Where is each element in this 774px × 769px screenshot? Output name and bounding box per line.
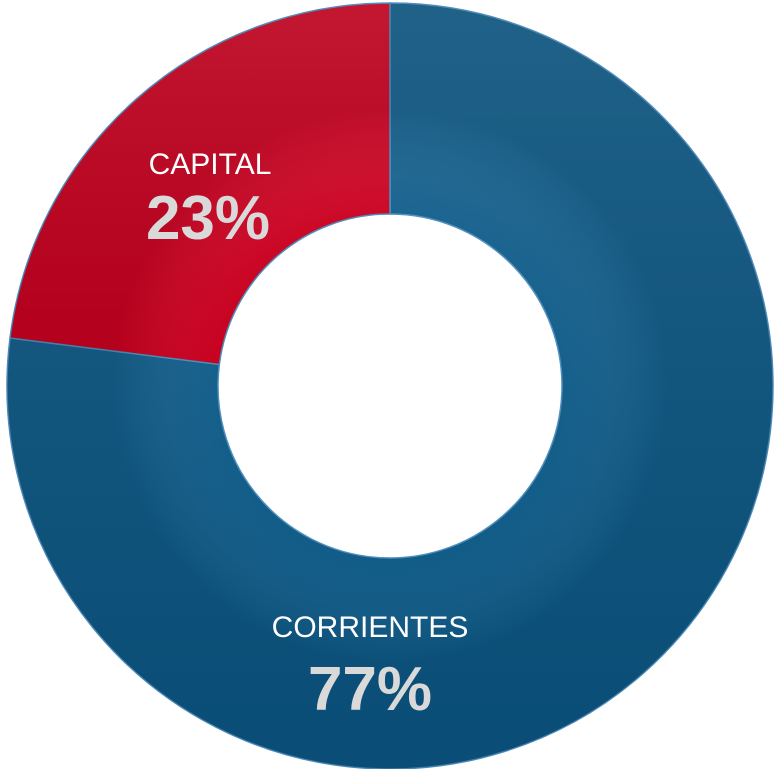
slice-label-capital: CAPITAL bbox=[149, 148, 272, 181]
slice-label-corrientes: CORRIENTES bbox=[272, 611, 469, 644]
slice-value-capital: 23% bbox=[146, 184, 270, 253]
ring-shading bbox=[7, 3, 773, 769]
slice-value-corrientes: 77% bbox=[308, 655, 432, 724]
slice-labels: CAPITAL 23% CORRIENTES 77% bbox=[146, 148, 468, 724]
